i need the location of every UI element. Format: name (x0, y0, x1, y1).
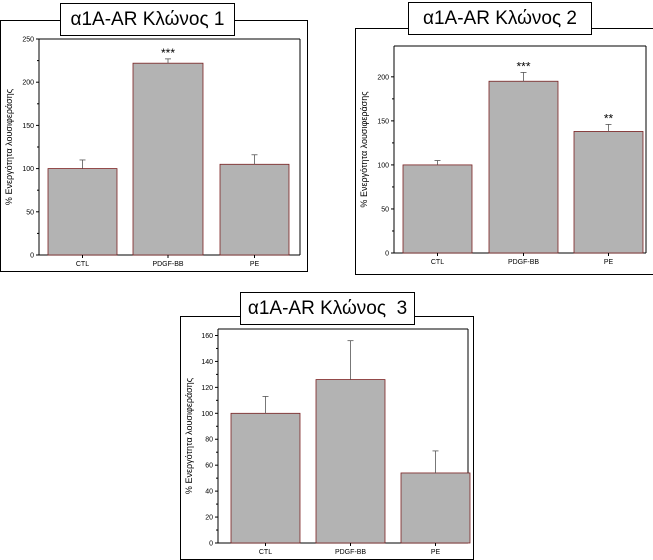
y-tick-label: 150 (22, 123, 34, 130)
y-tick-label: 120 (201, 385, 213, 392)
x-tick-label: PDGF-BB (508, 259, 539, 266)
chart-1-title: α1A-AR Κλώνος 1 (60, 3, 235, 36)
x-tick-label: CTL (259, 549, 272, 556)
bar-pe (573, 131, 644, 254)
y-tick-label: 250 (22, 37, 34, 44)
chart-2-frame: 0 50 100 150 200 % Ενεργότητα λουσιφεράσης CTL… (355, 28, 653, 275)
bar-pdgf-bb (315, 379, 386, 544)
y-tick-label: 80 (205, 437, 213, 444)
x-tick-label: PDGF-BB (152, 261, 183, 268)
y-tick-label: 100 (201, 411, 213, 418)
bar-pdgf-bb (488, 80, 559, 254)
x-tick-label: PE (431, 549, 441, 556)
y-tick-label: 140 (201, 359, 213, 366)
x-tick-label: PDGF-BB (335, 549, 366, 556)
significance-label: *** (161, 46, 175, 60)
y-tick-label: 0 (209, 541, 213, 548)
y-tick-label: 50 (381, 206, 389, 213)
x-tick-label: PE (250, 261, 260, 268)
y-tick-label: 50 (26, 209, 34, 216)
y-tick-label: 100 (377, 162, 389, 169)
bar-pdgf-bb (132, 62, 204, 256)
chart-1-frame: 0 50 100 150 200 250 % Ενεργότητα λουσιφεράσης… (0, 20, 308, 272)
y-axis-label: % Ενεργότητα λουσιφεράσης (4, 88, 14, 205)
y-tick-label: 200 (377, 74, 389, 81)
x-tick-label: PE (604, 259, 614, 266)
bar-pe (219, 163, 290, 256)
x-tick-label: CTL (431, 259, 444, 266)
x-tick-label: CTL (76, 261, 89, 268)
chart-2: 0 50 100 150 200 % Ενεργότητα λουσιφεράσης CTL… (359, 45, 647, 266)
y-tick-label: 100 (22, 166, 34, 173)
bar-ctl (47, 168, 118, 256)
bar-pe (400, 472, 471, 544)
y-tick-label: 0 (30, 253, 34, 260)
y-tick-label: 150 (377, 118, 389, 125)
bar-ctl (402, 164, 473, 254)
bar-ctl (230, 412, 301, 544)
significance-label: ** (604, 111, 614, 125)
y-tick-label: 20 (205, 515, 213, 522)
y-tick-label: 0 (385, 251, 389, 258)
significance-label: *** (516, 59, 530, 73)
chart-3-frame: 0 20 40 60 80 100 120 140 160 % Ενεργότητα λουσιφ… (180, 316, 474, 560)
chart-1: 0 50 100 150 200 250 % Ενεργότητα λουσιφεράσης… (4, 37, 301, 268)
y-tick-label: 200 (22, 80, 34, 87)
y-tick-label: 40 (205, 489, 213, 496)
chart-2-title: α1A-AR Κλώνος 2 (408, 2, 592, 35)
chart-3: 0 20 40 60 80 100 120 140 160 % Ενεργότητα λουσιφ… (184, 328, 471, 556)
y-tick-label: 160 (201, 333, 213, 340)
y-tick-label: 60 (205, 463, 213, 470)
chart-3-title: α1A-AR Κλώνος 3 (240, 292, 415, 325)
y-axis-label: % Ενεργότητα λουσιφεράσης (359, 91, 369, 208)
y-axis-label: % Ενεργότητα λουσιφεράσης (184, 377, 194, 494)
